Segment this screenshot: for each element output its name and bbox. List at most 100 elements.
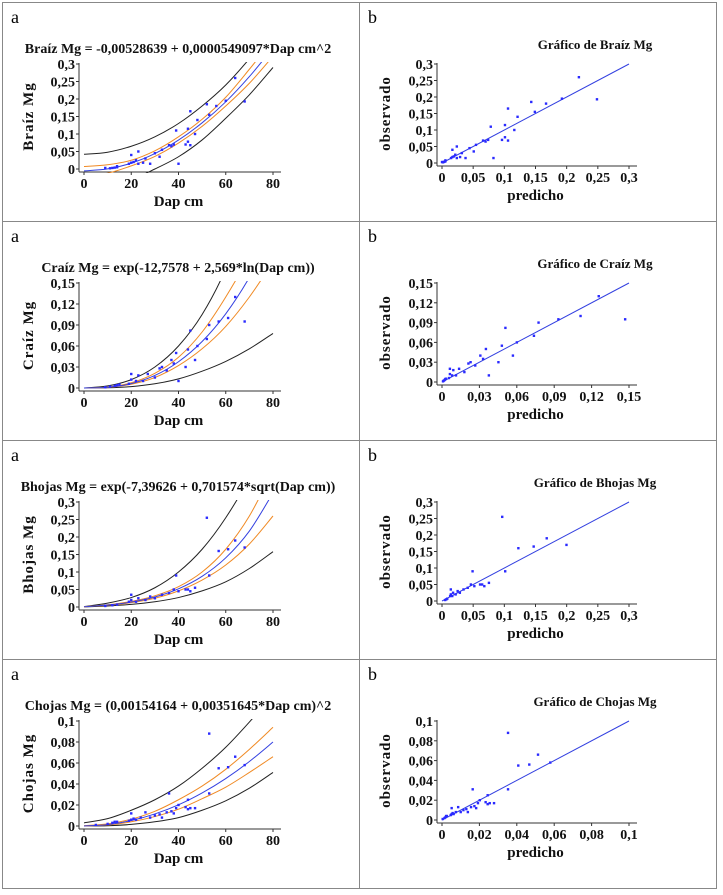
data-point <box>443 598 447 602</box>
x-tick-label: 0,15 <box>523 171 548 186</box>
data-point <box>217 767 220 770</box>
chart-title: Gráfico de Braíz Mg <box>538 37 653 52</box>
y-tick-label: 0,05 <box>409 579 434 594</box>
y-tick-label: 0 <box>68 820 75 835</box>
data-point <box>137 597 140 600</box>
data-point <box>450 374 454 377</box>
data-point <box>130 161 133 164</box>
y-tick-label: 0,08 <box>409 735 434 750</box>
data-point <box>487 374 491 377</box>
x-tick-label: 0,09 <box>542 390 567 405</box>
data-point <box>137 374 140 377</box>
data-point <box>134 600 138 603</box>
y-tick-label: 0,1 <box>416 124 434 139</box>
data-point <box>452 812 455 816</box>
data-point <box>557 318 560 321</box>
data-point <box>234 76 237 80</box>
data-point <box>196 118 199 122</box>
data-point <box>532 545 535 548</box>
data-point <box>243 100 246 103</box>
data-point <box>104 166 107 170</box>
chart-braiz-fit: Braíz Mg = -0,00528639 + 0,0000549097*Da… <box>21 42 331 210</box>
data-point <box>462 808 465 812</box>
chart-craiz-observed-predicted: Gráfico de Craíz Mg 0 0,03 0,06 0,09 0,12 0,15… <box>378 256 653 423</box>
confidence-upper-line <box>83 62 256 168</box>
y-tick-label: 0,3 <box>58 58 76 73</box>
x-axis-label: predicho <box>507 407 563 423</box>
data-point <box>111 604 114 607</box>
data-point <box>456 805 460 809</box>
fit-line <box>83 741 274 827</box>
data-point <box>457 367 461 370</box>
data-point <box>208 792 211 795</box>
data-point <box>208 732 211 735</box>
prediction-upper-line <box>83 62 248 155</box>
panel-label: b <box>368 7 377 27</box>
data-point <box>226 548 230 551</box>
x-tick-label: 0 <box>81 177 88 192</box>
prediction-lower-line <box>83 332 274 389</box>
data-point <box>177 590 180 593</box>
data-point <box>226 766 230 769</box>
data-point <box>127 382 131 385</box>
data-point <box>549 761 552 764</box>
data-point <box>492 801 496 805</box>
data-point <box>473 584 476 588</box>
data-point <box>108 167 112 170</box>
data-point <box>472 150 475 153</box>
data-point <box>148 595 152 598</box>
panel-label: a <box>11 445 19 465</box>
data-point <box>474 806 478 810</box>
data-point <box>458 155 462 159</box>
y-tick-label: 0 <box>68 601 75 616</box>
chart-bhojas-observed-predicted: Gráfico de Bhojas Mg00,050,10,150,20,250… <box>378 475 657 642</box>
data-point <box>160 593 164 596</box>
data-point <box>577 76 581 79</box>
data-point <box>504 570 507 573</box>
data-point <box>500 138 504 142</box>
cell-braiz-a: a Braíz Mg = -0,00528639 + 0,0000549097*D… <box>2 2 360 222</box>
data-point <box>208 323 211 327</box>
panel-label: b <box>368 445 377 465</box>
data-point <box>167 591 171 595</box>
x-tick-label: 0,3 <box>620 171 638 186</box>
y-axis-label: observado <box>378 733 394 808</box>
x-tick-label: 40 <box>172 177 186 192</box>
data-point <box>454 593 457 596</box>
x-tick-label: 0,25 <box>586 609 611 624</box>
data-point <box>486 794 489 797</box>
identity-line <box>441 63 630 164</box>
data-point <box>177 162 180 165</box>
prediction-lower-line <box>83 551 274 608</box>
data-point <box>165 811 168 814</box>
x-tick-label: 0,3 <box>620 609 638 624</box>
data-point <box>565 543 568 547</box>
data-point <box>456 589 459 593</box>
y-tick-label: 0,03 <box>51 361 76 376</box>
y-tick-label: 0,25 <box>51 76 76 91</box>
x-tick-label: 60 <box>219 834 233 849</box>
data-point <box>483 584 486 588</box>
data-point <box>454 374 458 377</box>
data-point <box>208 113 211 116</box>
data-point <box>454 810 458 814</box>
data-point <box>170 810 173 813</box>
x-tick-label: 40 <box>172 834 186 849</box>
y-axis-label: observado <box>378 295 394 370</box>
data-point <box>471 570 474 573</box>
x-tick-label: 20 <box>124 177 138 192</box>
confidence-lower-line <box>105 62 269 173</box>
fit-line <box>83 500 270 608</box>
data-point <box>492 156 495 160</box>
data-point <box>106 822 109 826</box>
data-point <box>532 334 536 337</box>
x-tick-label: 20 <box>124 615 138 630</box>
data-point <box>170 145 173 148</box>
data-point <box>449 156 453 160</box>
x-tick-label: 0,02 <box>467 828 492 843</box>
y-axis-label: Chojas Mg <box>21 734 37 813</box>
data-point <box>478 583 482 586</box>
data-point <box>463 370 466 374</box>
y-tick-label: 0,1 <box>58 715 76 730</box>
